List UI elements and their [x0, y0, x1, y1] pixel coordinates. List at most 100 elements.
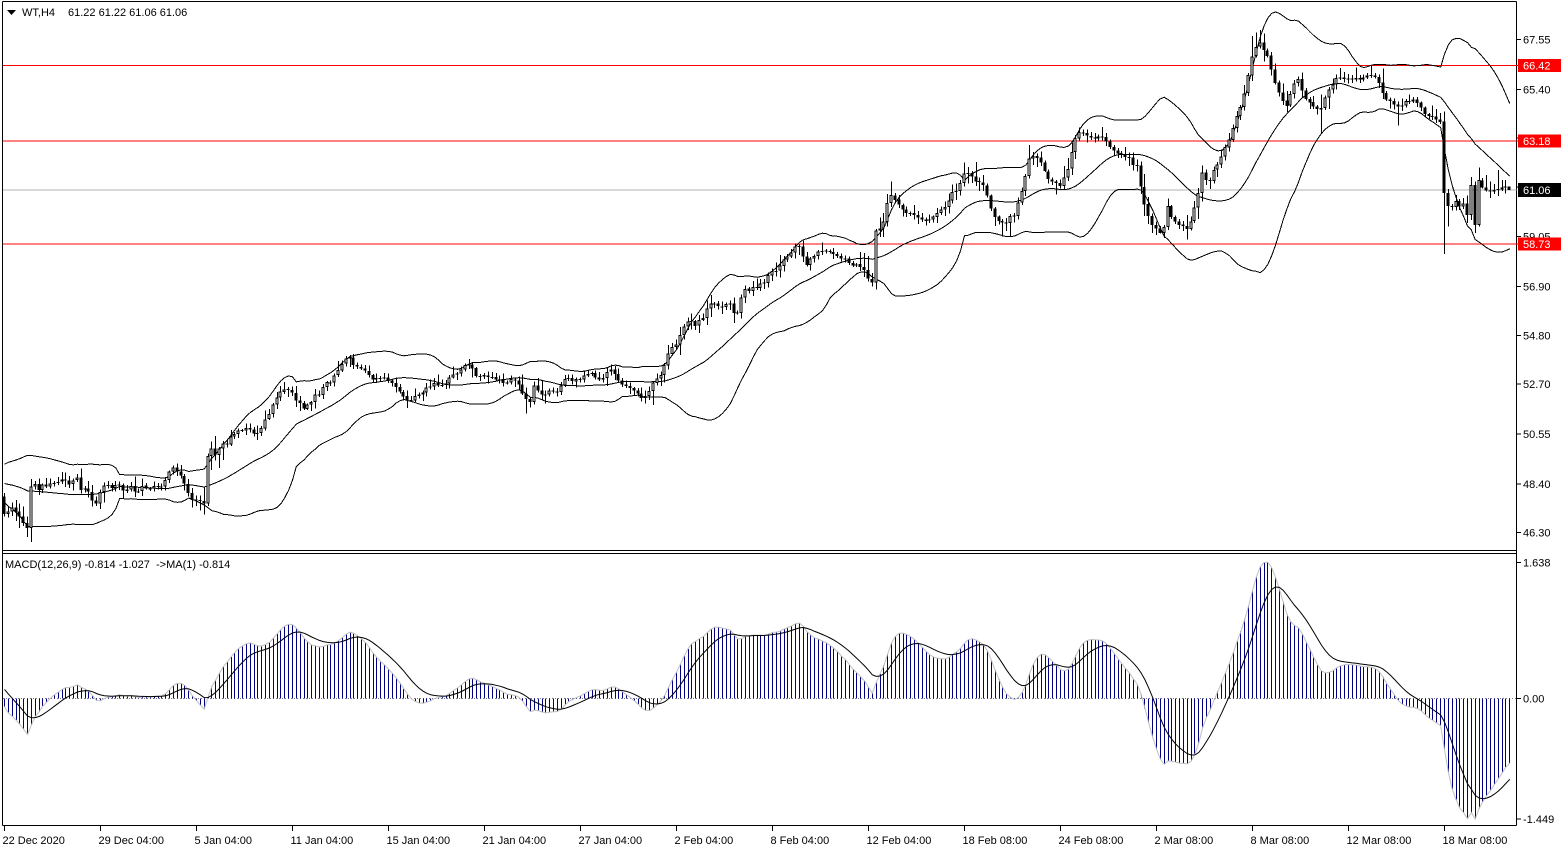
candle-body: [198, 499, 202, 502]
candle-body: [1392, 100, 1396, 105]
candle-body: [1369, 75, 1373, 77]
candle-body: [586, 374, 590, 376]
candle-body: [94, 500, 98, 504]
price-level-badge-label: 66.42: [1523, 61, 1551, 73]
candle-body-fill: [698, 320, 700, 325]
candle-body-fill: [283, 390, 285, 392]
candle-body-fill: [667, 354, 669, 365]
candle-body-fill: [1078, 133, 1080, 138]
time-tick-label: 15 Jan 04:00: [387, 835, 451, 847]
candle-body: [989, 195, 993, 209]
candle-body-fill: [683, 327, 685, 335]
candle-body-fill: [1478, 181, 1480, 224]
candle-body: [86, 488, 90, 492]
candle-body: [551, 390, 555, 392]
candle-body: [1365, 75, 1369, 78]
candle-body: [920, 217, 924, 220]
candle-body: [83, 488, 87, 490]
candle-body: [428, 386, 432, 388]
candle-body-fill: [1236, 117, 1238, 127]
bollinger-lower-band: [4, 108, 1511, 528]
candle-body: [394, 382, 398, 388]
candle-body: [1269, 55, 1273, 70]
candle-body: [1300, 79, 1304, 91]
time-tick-label: 12 Mar 08:00: [1347, 835, 1412, 847]
candle-body: [136, 491, 140, 493]
candle-body-fill: [1028, 159, 1030, 176]
symbol-collapse-arrow-icon[interactable]: [7, 10, 16, 15]
candle-body: [636, 390, 640, 394]
price-level-badge: [1518, 237, 1561, 251]
candle-body-fill: [345, 359, 347, 363]
candle-body: [1415, 99, 1419, 103]
bollinger-upper-band: [4, 11, 1511, 479]
candle-body-fill: [279, 392, 281, 397]
candle-body: [570, 377, 574, 382]
candle-body: [862, 266, 866, 270]
candle-body: [159, 486, 163, 488]
candle-body: [1450, 205, 1454, 208]
candle-body: [371, 374, 375, 380]
candle-body-fill: [656, 379, 658, 382]
candle-body: [893, 195, 897, 200]
candle-body-fill: [1462, 204, 1464, 206]
candle-body-fill: [341, 364, 343, 370]
candle-body: [1281, 92, 1285, 101]
candle-body-fill: [660, 375, 662, 378]
candle-body: [824, 250, 828, 252]
candle-body: [248, 428, 252, 430]
current-price-badge-label: 61.06: [1523, 185, 1551, 197]
candle-body: [444, 383, 448, 385]
candle-body: [106, 485, 110, 487]
candle-body: [843, 258, 847, 260]
candle-body: [436, 382, 440, 386]
candle-body: [1381, 82, 1385, 93]
candle-body: [540, 390, 544, 395]
candle-body: [1438, 119, 1442, 122]
candle-body: [1039, 157, 1043, 163]
candle-body-fill: [875, 231, 877, 282]
time-tick-label: 2 Feb 04:00: [675, 835, 734, 847]
candle-body: [440, 384, 444, 386]
candle-body: [125, 489, 129, 491]
time-tick-label: 12 Feb 04:00: [867, 835, 932, 847]
candle-body: [225, 443, 229, 445]
candle-body: [590, 373, 594, 375]
candle-body-fill: [452, 375, 454, 377]
candle-body-fill: [813, 256, 815, 258]
candle-body-fill: [1071, 152, 1073, 168]
candle-body-fill: [172, 468, 174, 471]
candle-body: [486, 375, 490, 378]
candle-body: [1150, 216, 1154, 225]
candle-body: [1173, 217, 1177, 222]
candle-body: [382, 377, 386, 379]
candle-body: [17, 511, 21, 517]
candle-body-fill: [1335, 79, 1337, 84]
candle-body: [175, 467, 179, 472]
candle-body: [1350, 78, 1354, 80]
candle-body: [747, 288, 751, 291]
candle-body: [954, 190, 958, 192]
candle-body: [1104, 136, 1108, 142]
time-tick-label: 21 Jan 04:00: [483, 835, 547, 847]
candle-body-fill: [1021, 191, 1023, 202]
candle-body: [1169, 206, 1173, 218]
candle-body-fill: [510, 379, 512, 382]
candle-body: [1085, 133, 1089, 136]
candle-body: [1116, 150, 1120, 154]
candle-body: [536, 385, 540, 391]
candle-body-fill: [759, 284, 761, 287]
candle-body-fill: [783, 260, 785, 265]
candle-body-fill: [752, 288, 754, 290]
candle-body-fill: [951, 192, 953, 200]
candle-body: [1108, 141, 1112, 148]
candle-body-fill: [564, 380, 566, 385]
candle-body-fill: [725, 304, 727, 306]
candle-body-fill: [41, 485, 43, 490]
candle-body: [1035, 156, 1039, 158]
candle-body: [194, 499, 198, 501]
candle-body-fill: [890, 196, 892, 203]
price-tick-label: 46.30: [1523, 528, 1551, 540]
